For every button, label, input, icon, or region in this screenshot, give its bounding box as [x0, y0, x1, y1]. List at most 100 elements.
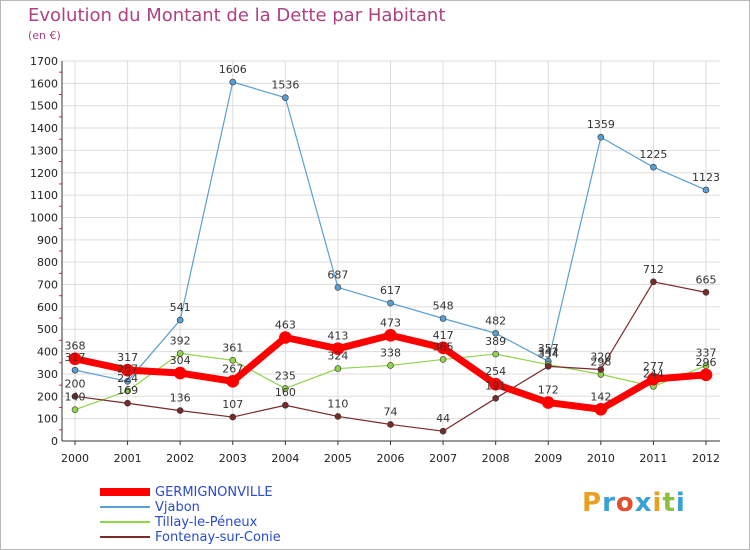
- legend-label-vjabon: Vjabon: [155, 500, 200, 515]
- data-label-vjabon: 687: [327, 268, 348, 281]
- data-label-tillay-le-p-neux: 342: [538, 346, 559, 359]
- y-tick-label: 600: [37, 301, 58, 314]
- data-point-tillay-le-p-neux: [71, 406, 79, 414]
- data-point-fontenay-sur-conie: [176, 407, 184, 414]
- data-point-germignonville: [384, 328, 397, 342]
- data-label-fontenay-sur-conie: 191: [485, 379, 506, 392]
- data-label-vjabon: 617: [380, 284, 401, 297]
- data-label-fontenay-sur-conie: 136: [170, 392, 191, 405]
- x-tick-label: 2010: [587, 452, 615, 465]
- data-point-tillay-le-p-neux: [229, 357, 237, 364]
- proxiti-logo: Proxiti: [582, 488, 686, 518]
- data-label-tillay-le-p-neux: 361: [222, 341, 243, 354]
- data-point-tillay-le-p-neux: [124, 387, 131, 395]
- data-point-tillay-le-p-neux: [334, 365, 342, 372]
- y-tick-label: 1000: [30, 211, 58, 224]
- y-tick-label: 1500: [30, 100, 58, 113]
- data-point-fontenay-sur-conie: [334, 413, 342, 420]
- data-label-germignonville: 267: [222, 362, 243, 375]
- data-point-vjabon: [124, 378, 131, 385]
- chart-title: Evolution du Montant de la Dette par Hab…: [28, 5, 446, 26]
- data-point-vjabon: [229, 78, 237, 86]
- data-point-fontenay-sur-conie: [650, 278, 657, 286]
- data-point-tillay-le-p-neux: [492, 350, 499, 358]
- data-label-vjabon: 1359: [587, 118, 615, 131]
- data-label-germignonville: 254: [485, 365, 506, 378]
- x-tick-label: 2011: [639, 452, 667, 465]
- data-label-tillay-le-p-neux: 389: [485, 335, 506, 348]
- data-label-tillay-le-p-neux: 365: [433, 340, 454, 353]
- y-tick-label: 0: [51, 435, 58, 448]
- y-tick-label: 300: [37, 368, 58, 381]
- x-tick-label: 2009: [534, 452, 562, 465]
- data-point-tillay-le-p-neux: [387, 362, 394, 369]
- x-tick-label: 2002: [166, 452, 194, 465]
- data-point-germignonville: [489, 377, 502, 391]
- data-point-germignonville: [647, 372, 660, 386]
- x-tick-label: 2003: [219, 452, 247, 465]
- data-label-tillay-le-p-neux: 224: [117, 372, 138, 385]
- data-point-vjabon: [492, 329, 499, 337]
- data-label-tillay-le-p-neux: 244: [643, 367, 664, 380]
- data-point-fontenay-sur-conie: [229, 413, 237, 421]
- x-tick-label: 2008: [482, 452, 510, 465]
- data-label-germignonville: 277: [643, 360, 664, 373]
- data-label-tillay-le-p-neux: 298: [590, 355, 611, 368]
- legend-swatch-germignonville: [100, 488, 150, 496]
- data-point-vjabon: [71, 366, 79, 374]
- y-tick-label: 100: [37, 413, 58, 426]
- data-label-vjabon: 1536: [271, 79, 299, 92]
- data-label-germignonville: 304: [170, 354, 191, 367]
- data-point-vjabon: [439, 315, 447, 322]
- data-label-germignonville: 417: [433, 329, 454, 342]
- data-label-germignonville: 317: [117, 351, 138, 364]
- data-point-fontenay-sur-conie: [492, 395, 499, 402]
- data-label-germignonville: 413: [327, 330, 348, 343]
- data-label-germignonville: 368: [65, 340, 86, 353]
- data-point-germignonville: [121, 363, 134, 377]
- data-label-vjabon: 1225: [639, 148, 667, 161]
- data-point-vjabon: [387, 299, 394, 307]
- data-point-vjabon: [597, 133, 605, 141]
- legend-swatch-vjabon: [100, 506, 150, 508]
- legend-swatch-tillay: [100, 521, 150, 523]
- data-label-germignonville: 463: [275, 319, 296, 332]
- data-point-fontenay-sur-conie: [387, 421, 394, 428]
- data-point-germignonville: [594, 402, 608, 416]
- legend-label-germignonville: GERMIGNONVILLE: [155, 485, 273, 500]
- y-tick-label: 1300: [30, 144, 58, 157]
- chart-subtitle: (en €): [28, 29, 61, 42]
- data-point-germignonville: [226, 375, 240, 388]
- y-tick-label: 700: [37, 279, 58, 292]
- data-label-vjabon: 541: [170, 301, 191, 314]
- data-label-fontenay-sur-conie: 110: [327, 397, 348, 410]
- data-point-germignonville: [173, 366, 187, 380]
- data-point-vjabon: [282, 94, 289, 101]
- x-tick-label: 2000: [61, 452, 89, 465]
- data-point-tillay-le-p-neux: [176, 350, 184, 357]
- x-tick-label: 2007: [429, 452, 457, 465]
- data-point-vjabon: [176, 316, 184, 324]
- data-label-fontenay-sur-conie: 320: [590, 350, 611, 363]
- legend-swatch-fontenay: [100, 536, 150, 538]
- data-point-tillay-le-p-neux: [439, 356, 447, 363]
- data-point-germignonville: [541, 396, 555, 409]
- data-label-fontenay-sur-conie: 665: [696, 273, 717, 286]
- data-label-fontenay-sur-conie: 200: [65, 377, 86, 390]
- data-label-tillay-le-p-neux: 235: [275, 369, 296, 382]
- x-tick-label: 2001: [114, 452, 142, 465]
- data-label-vjabon: 317: [65, 351, 86, 364]
- y-tick-label: 1700: [30, 55, 58, 68]
- y-tick-label: 1400: [30, 122, 58, 135]
- y-tick-label: 400: [37, 346, 58, 359]
- line-chart: 0 100 200 300 400 500 600 700 800 900 1000 1100 1200…: [30, 55, 720, 465]
- x-tick-label: 2005: [324, 452, 352, 465]
- legend-label-tillay: Tillay-le-Péneux: [155, 515, 258, 530]
- data-label-vjabon: 267: [117, 362, 138, 375]
- x-tick-label: 2006: [377, 452, 405, 465]
- data-label-vjabon: 548: [433, 300, 454, 313]
- data-label-tillay-le-p-neux: 324: [327, 350, 348, 363]
- data-label-vjabon: 1606: [219, 63, 247, 76]
- data-label-vjabon: 357: [538, 342, 559, 355]
- data-label-tillay-le-p-neux: 392: [170, 334, 191, 347]
